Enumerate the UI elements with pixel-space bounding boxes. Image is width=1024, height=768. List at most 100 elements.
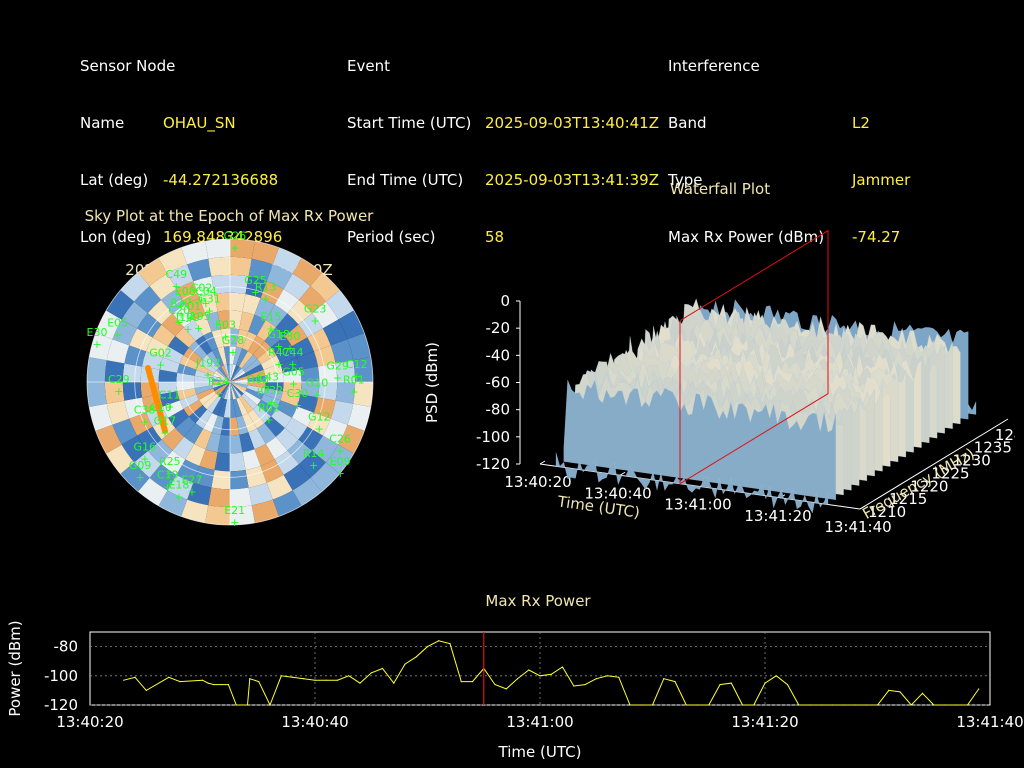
- start-label: Start Time (UTC): [347, 114, 472, 132]
- satellite-label: C12: [346, 358, 368, 371]
- sky-cell: [287, 299, 313, 325]
- sky-cell: [89, 333, 113, 361]
- power-data-point: [696, 704, 699, 706]
- sky-cell: [230, 370, 246, 382]
- satellite-label: G29: [326, 360, 349, 373]
- time-tick-label: 13:41:00: [664, 496, 731, 514]
- sky-cell: [185, 298, 206, 321]
- x-tick-label: 13:40:20: [56, 713, 123, 731]
- sky-cell: [202, 354, 219, 371]
- sky-cell: [129, 412, 153, 436]
- sky-cell: [230, 382, 247, 391]
- satellite-marker: +: [214, 387, 223, 400]
- power-data-point: [753, 704, 755, 706]
- sky-cell: [251, 241, 279, 265]
- sky-heatmap: [87, 239, 373, 525]
- sky-cell: [211, 415, 224, 435]
- satellite-label: E30: [279, 330, 300, 343]
- time-tick-label: 13:41:40: [824, 518, 891, 536]
- sky-cell: [300, 382, 320, 398]
- sky-cell: [265, 382, 284, 392]
- sky-cell: [159, 357, 180, 373]
- power-data-point: [595, 678, 597, 680]
- sky-cell: [194, 375, 213, 382]
- sky-cell: [185, 443, 206, 466]
- sky-cell: [243, 390, 261, 405]
- satellite-marker: +: [201, 297, 210, 310]
- satellite-marker: +: [156, 358, 165, 371]
- satellite-label: R24: [208, 375, 230, 388]
- sky-cell: [260, 355, 281, 370]
- power-data-point: [809, 704, 811, 706]
- sky-cell: [292, 258, 322, 287]
- satellite-marker: +: [274, 358, 283, 371]
- sky-cell: [207, 395, 222, 413]
- satellite-label: G16: [134, 440, 157, 453]
- satellite-marker: +: [254, 385, 263, 398]
- power-data-point: [775, 675, 777, 677]
- sky-cell: [181, 499, 209, 523]
- satellite-label: G23: [304, 302, 327, 315]
- satellite-marker: +: [163, 481, 172, 494]
- sky-cell: [212, 378, 230, 382]
- sky-cell: [106, 339, 130, 364]
- sky-cell: [149, 464, 177, 491]
- sky-cell: [318, 382, 338, 401]
- jammer-trace: [145, 365, 168, 434]
- satellite-marker: +: [221, 330, 230, 343]
- sky-cell: [275, 313, 299, 337]
- sky-cell: [212, 348, 224, 367]
- satellite-label: C43: [257, 370, 279, 383]
- power-data-point: [426, 646, 429, 648]
- satellite-label: G31: [198, 292, 221, 305]
- sky-cell: [230, 368, 244, 382]
- sky-cell: [318, 363, 338, 382]
- sky-cell: [335, 360, 356, 382]
- sky-cell: [195, 409, 213, 429]
- satellite-label: C26: [329, 433, 351, 446]
- lat-label: Lat (deg): [80, 171, 149, 189]
- band-value: L2: [852, 114, 870, 132]
- skyplot-title-line1: Sky Plot at the Epoch of Max Rx Power: [84, 207, 374, 225]
- sky-cell: [242, 449, 261, 471]
- satellite-marker: +: [230, 516, 239, 528]
- satellite-marker: +: [315, 423, 324, 436]
- satellite-marker: +: [230, 241, 239, 254]
- sky-cell: [193, 276, 215, 299]
- sky-cell: [272, 247, 302, 274]
- sky-cell: [291, 406, 314, 427]
- satellite-label: C38: [134, 404, 156, 417]
- sky-cell: [214, 370, 230, 382]
- sky-cell: [280, 391, 301, 407]
- satellite-marker: +: [136, 471, 145, 484]
- sky-cell: [176, 372, 195, 382]
- satellite-label: C04: [195, 285, 217, 298]
- sky-cell: [208, 487, 230, 508]
- sky-cell: [112, 319, 138, 346]
- sky-cell: [223, 382, 230, 400]
- satellite-marker: +: [174, 490, 183, 503]
- sky-cell: [272, 490, 302, 517]
- sky-cell: [243, 359, 261, 374]
- sky-cell: [137, 426, 162, 451]
- y-tick-label: -120: [44, 696, 78, 714]
- power-data-point: [831, 704, 834, 706]
- power-data-point: [415, 656, 417, 658]
- power-data-point: [618, 676, 620, 678]
- sky-cell: [230, 239, 255, 259]
- sky-cell: [260, 281, 284, 305]
- x-tick-label: 13:41:20: [731, 713, 798, 731]
- sky-cell: [217, 310, 230, 330]
- satellite-marker: +: [333, 372, 342, 385]
- sky-cell: [213, 373, 230, 382]
- sky-cell: [214, 292, 230, 312]
- sky-cell: [217, 398, 227, 418]
- freq-tick-label: 1230: [953, 452, 991, 470]
- sky-cell: [242, 331, 257, 352]
- sky-cell: [265, 372, 284, 382]
- satellite-marker: +: [113, 329, 122, 342]
- power-data-point: [674, 681, 676, 683]
- power-data-point: [651, 704, 654, 706]
- sky-cell: [310, 272, 340, 302]
